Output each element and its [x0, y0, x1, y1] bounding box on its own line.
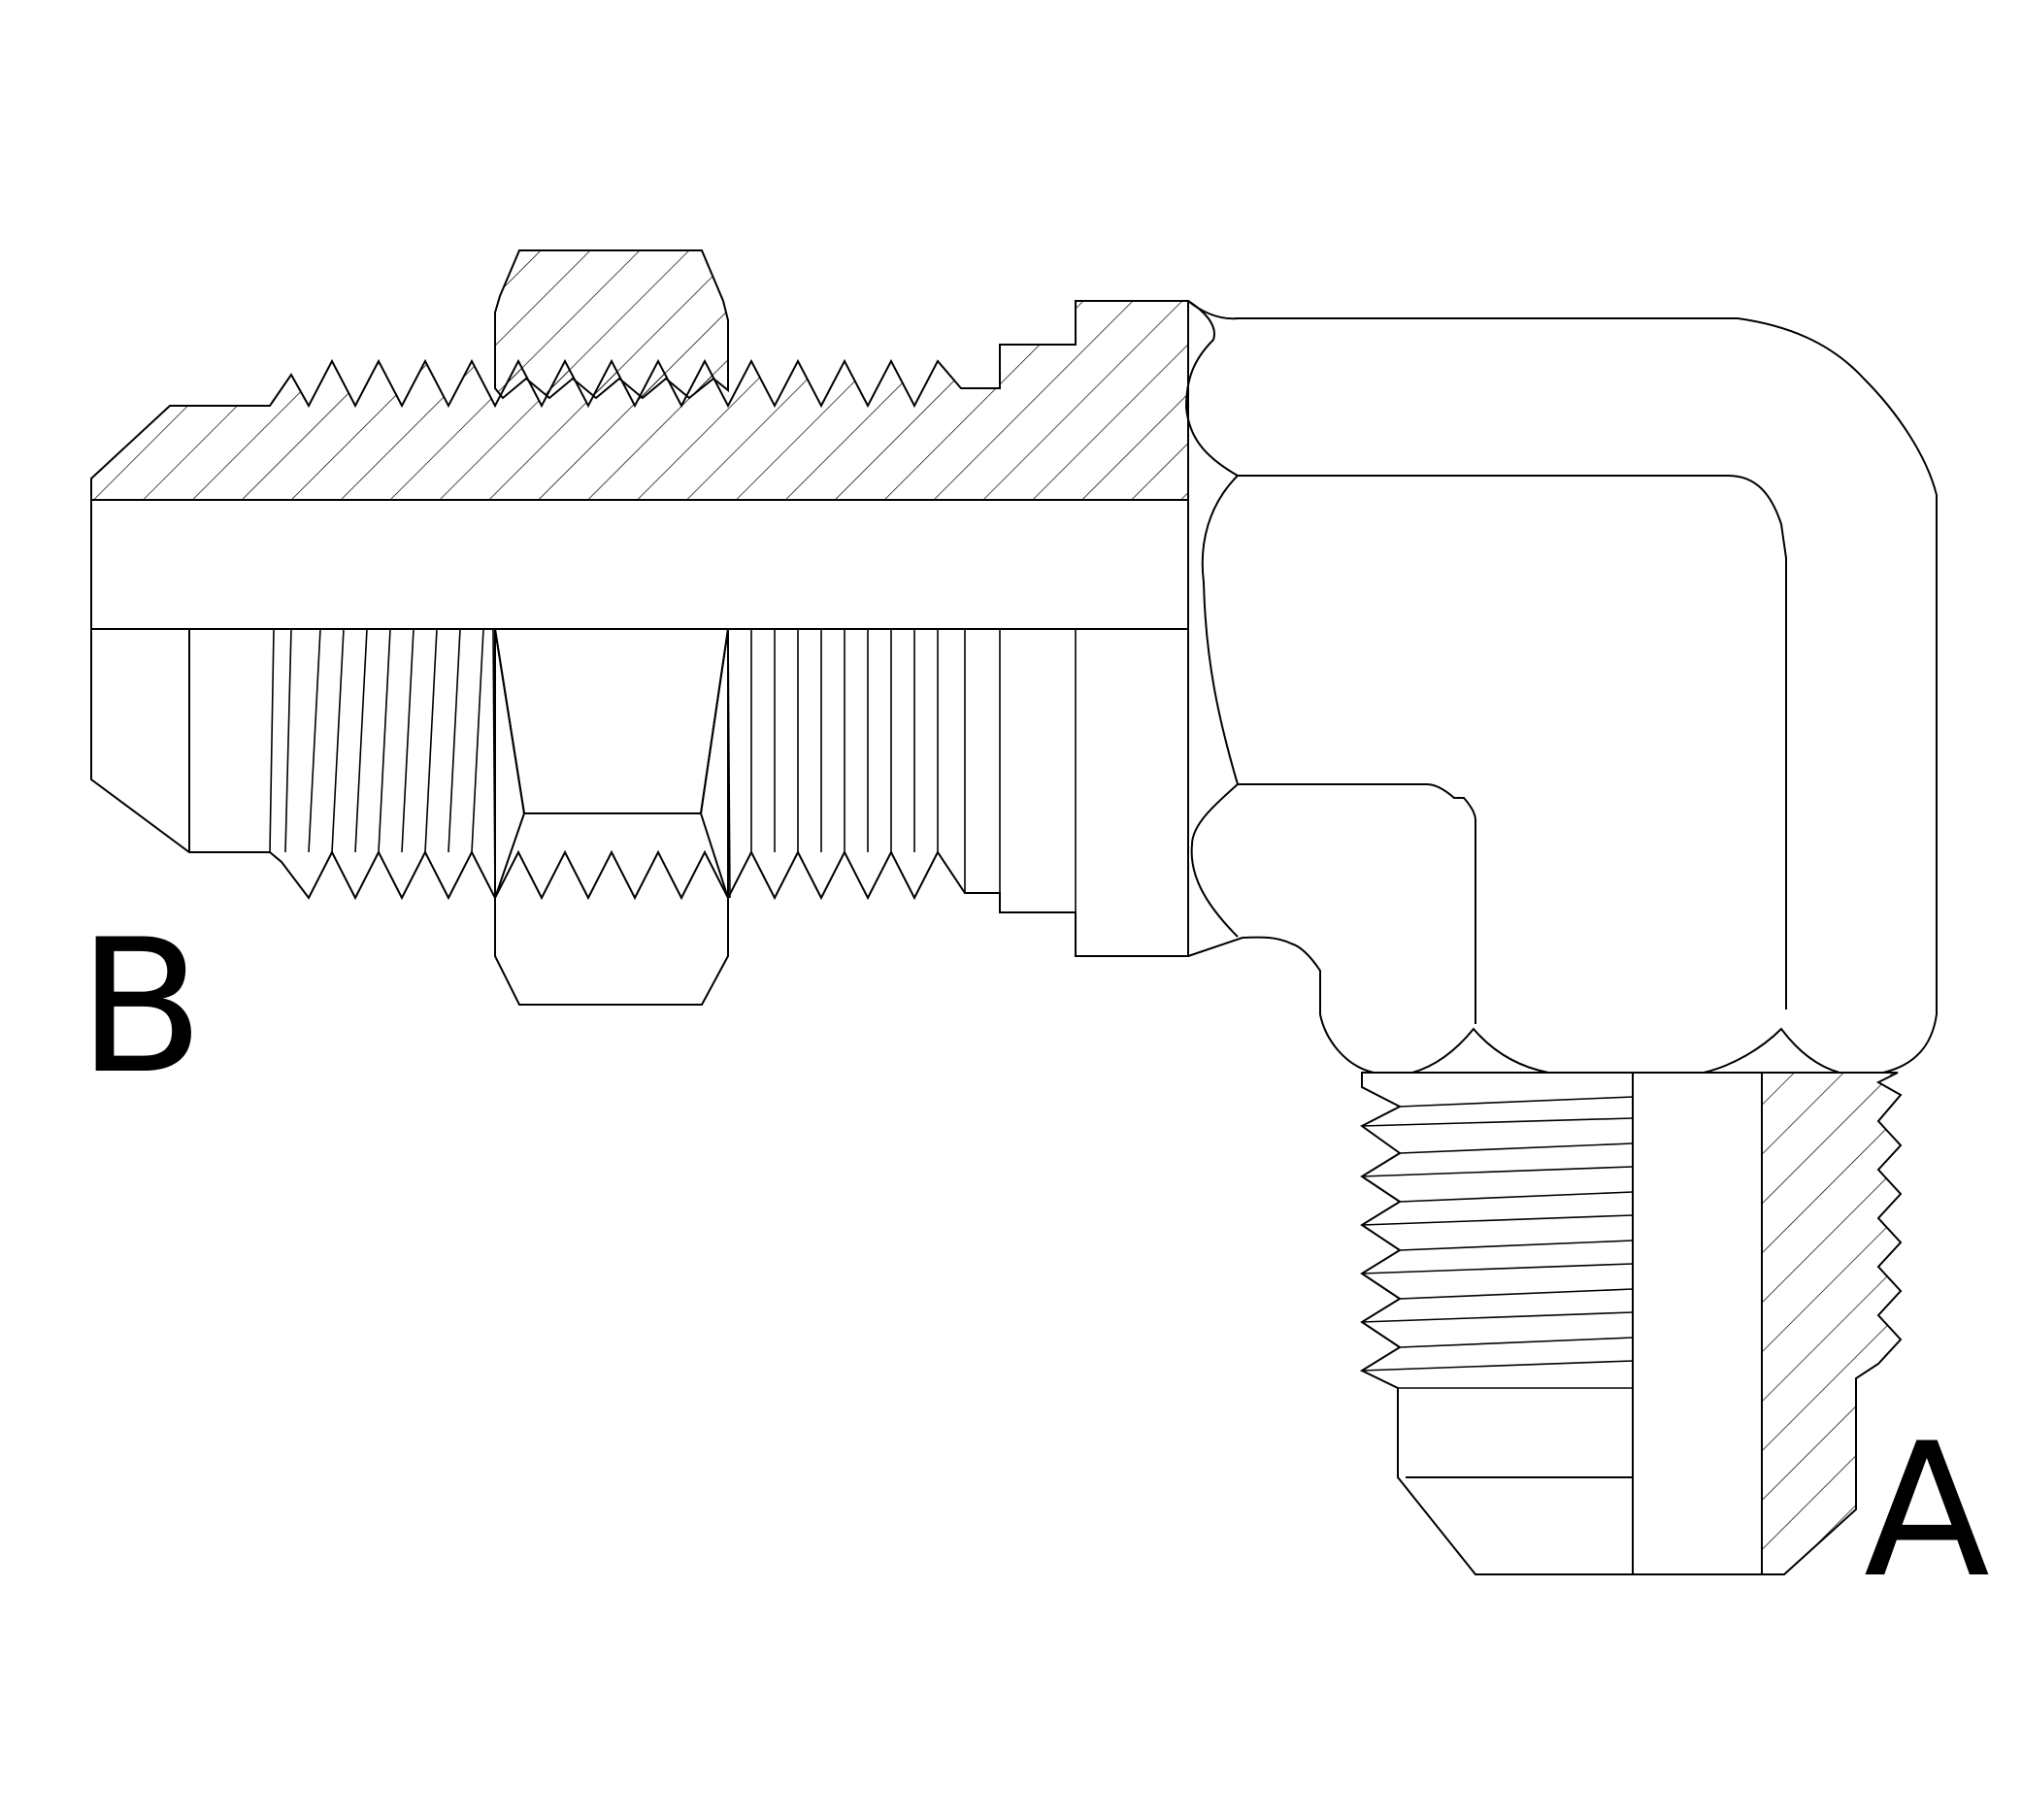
elbow-outer-outline: [1187, 300, 1938, 1074]
elbow-port-a-contour: [1238, 783, 1476, 1024]
locknut-section-hatch: [494, 249, 729, 400]
tube-section-hatch: [90, 300, 1189, 501]
tube-lower-outline: [90, 629, 1189, 957]
port-b-label: B: [78, 900, 204, 1114]
elbow-body: [1184, 300, 1938, 1074]
tube-thread-lines: [269, 628, 1077, 956]
tube-bore: [90, 499, 1189, 630]
port-a-label: A: [1864, 1404, 1990, 1618]
port-a-thread-outline: [1359, 1072, 1633, 1575]
port-a-tube: [1359, 1072, 1903, 1575]
port-a-section-hatch: [1761, 1072, 1903, 1575]
elbow-left-contour: [1184, 300, 1240, 938]
bulkhead-tube: [90, 300, 1189, 957]
elbow-inner-contour: [1238, 475, 1787, 1009]
locknut: [494, 249, 729, 1006]
locknut-lower-hex: [494, 628, 729, 1006]
port-a-bore: [1632, 1072, 1763, 1575]
port-a-thread-lines: [1361, 1096, 1634, 1372]
